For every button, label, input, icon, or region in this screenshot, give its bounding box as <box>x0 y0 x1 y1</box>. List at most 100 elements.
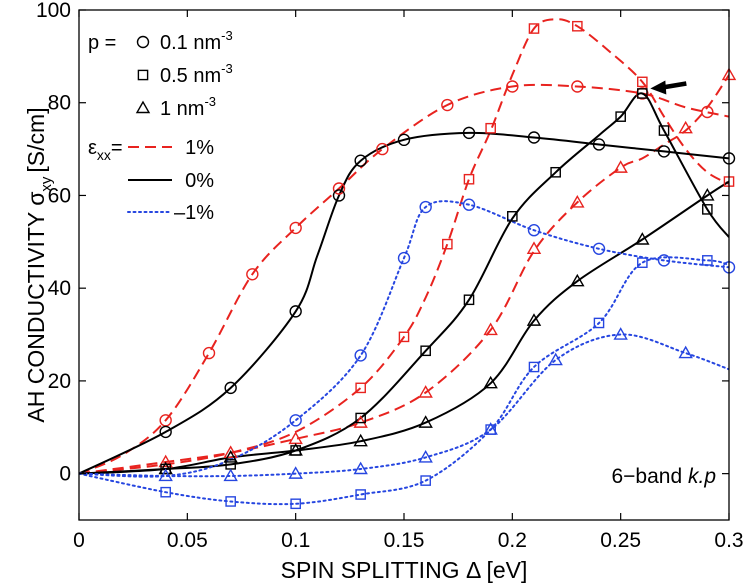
series-2-point-5 <box>483 322 498 336</box>
series-5-point-0 <box>158 461 173 475</box>
axis-ticks: 0 0.05 0.1 0.15 0.2 0.25 0.3 0 20 40 60 80 100 <box>36 0 744 552</box>
y-tick-label-3: 60 <box>48 184 71 207</box>
series-4-point-11 <box>702 204 713 215</box>
series-3-point-8 <box>592 138 606 151</box>
series-8-point-0 <box>158 468 173 482</box>
series-7-point-7 <box>593 317 605 329</box>
series-6-point-6 <box>592 242 606 255</box>
series-line-4 <box>79 92 729 475</box>
series-2-point-0 <box>158 454 173 468</box>
series-line-1 <box>79 18 729 475</box>
series-6-point-1 <box>354 349 367 362</box>
legend-marker-0-sup: -3 <box>221 28 233 43</box>
series-3-point-9 <box>657 145 671 158</box>
series-3-point-7 <box>527 131 541 144</box>
series-8-point-2 <box>288 466 303 479</box>
legend-square-icon <box>137 69 149 81</box>
series-0-point-4 <box>332 182 346 195</box>
series-8-point-3 <box>353 461 368 475</box>
legend-marker-0-text: 0.1 nm-3 <box>160 28 233 54</box>
series-4-point-7 <box>550 166 561 178</box>
legend-marker-2-text: 1 nm-3 <box>160 94 216 120</box>
series-8-point-1 <box>223 468 238 482</box>
series-1-point-0 <box>355 382 366 394</box>
series-2-point-1 <box>223 445 238 458</box>
series-8-point-6 <box>548 352 563 366</box>
series-4-point-8 <box>615 111 626 122</box>
series-7-point-3 <box>355 489 366 500</box>
arrow-shaft <box>661 81 687 90</box>
series-3-point-3 <box>332 189 346 202</box>
series-8-point-4 <box>418 449 433 463</box>
series-8-point-5 <box>483 422 498 435</box>
series-0-point-2 <box>246 268 259 281</box>
series-line-3 <box>79 131 729 475</box>
series-0-point-5 <box>376 142 389 156</box>
y-axis-label: AH CONDUCTIVITY σxy [S/cm] <box>23 107 55 422</box>
series-7-point-1 <box>225 496 236 507</box>
y-tick-label-0: 0 <box>59 463 71 486</box>
series-0-point-10 <box>701 105 714 119</box>
x-axis-label: SPIN SPLITTING Δ [eV] <box>281 557 528 583</box>
series-0-point-3 <box>289 221 302 235</box>
series-1-point-6 <box>572 20 583 32</box>
series-1-point-2 <box>442 238 453 250</box>
series-3-point-1 <box>224 381 237 395</box>
series-1-point-3 <box>463 173 475 185</box>
series-4-point-6 <box>507 211 518 222</box>
series-5-point-3 <box>353 433 368 447</box>
series-line-0 <box>79 83 729 475</box>
series-6-point-2 <box>397 251 411 265</box>
legend-circle-icon <box>136 35 150 49</box>
series-8-point-7 <box>613 327 628 340</box>
x-tick-label-5: 0.25 <box>600 529 641 552</box>
series-7-point-8 <box>637 257 648 268</box>
band-model-annotation: 6−band k.p <box>611 465 716 488</box>
series-6-point-4 <box>462 198 476 211</box>
y-tick-label-2: 40 <box>48 277 71 300</box>
legend-strain-symbol: ε <box>88 137 97 159</box>
series-4-point-5 <box>463 294 475 306</box>
series-5-point-5 <box>483 375 498 389</box>
legend-marker-symbols <box>135 35 151 114</box>
series-3-point-6 <box>462 126 476 140</box>
arrow-annotation <box>650 80 687 95</box>
series-3-point-2 <box>289 305 302 318</box>
arrow-head <box>650 80 667 95</box>
series-4-point-10 <box>658 125 670 136</box>
series-0-point-9 <box>636 87 649 100</box>
series-0-point-7 <box>506 80 519 93</box>
series-2-point-7 <box>570 194 585 208</box>
legend: p = 0.1 nm-3 0.5 nm-3 1 nm-3 εxx= 1% 0% … <box>88 28 233 224</box>
series-1-point-5 <box>528 23 540 34</box>
legend-triangle-icon <box>135 100 151 114</box>
series-5-point-2 <box>288 443 303 456</box>
series-6-point-0 <box>289 414 302 427</box>
series-7-point-4 <box>420 475 431 486</box>
marker-layer <box>158 20 737 510</box>
series-6-point-3 <box>419 200 432 214</box>
series-line-6 <box>79 200 729 478</box>
series-0-point-8 <box>571 80 584 93</box>
series-line-2 <box>79 74 729 475</box>
x-tick-label-4: 0.2 <box>498 529 527 552</box>
legend-marker-1-sup: -3 <box>221 61 233 76</box>
legend-marker-1-label: 0.5 nm <box>160 65 221 87</box>
y-axis-label-unit: [S/cm] <box>23 107 49 172</box>
series-3-point-4 <box>354 154 367 167</box>
y-axis-label-main: AH CONDUCTIVITY σ <box>23 192 49 423</box>
series-line-7 <box>79 256 729 506</box>
series-4-point-9 <box>637 88 648 99</box>
series-2-point-4 <box>418 385 433 398</box>
x-tick-label-6: 0.3 <box>714 529 743 552</box>
legend-marker-0-label: 0.1 nm <box>160 32 221 54</box>
series-7-point-9 <box>702 255 713 266</box>
series-3-point-5 <box>397 133 411 147</box>
series-6-point-5 <box>527 224 541 237</box>
legend-strain-sub: xx <box>97 147 111 163</box>
series-5-point-1 <box>223 449 238 463</box>
legend-line-samples <box>127 146 173 213</box>
series-5-point-9 <box>700 188 715 201</box>
series-7-point-2 <box>290 498 301 510</box>
